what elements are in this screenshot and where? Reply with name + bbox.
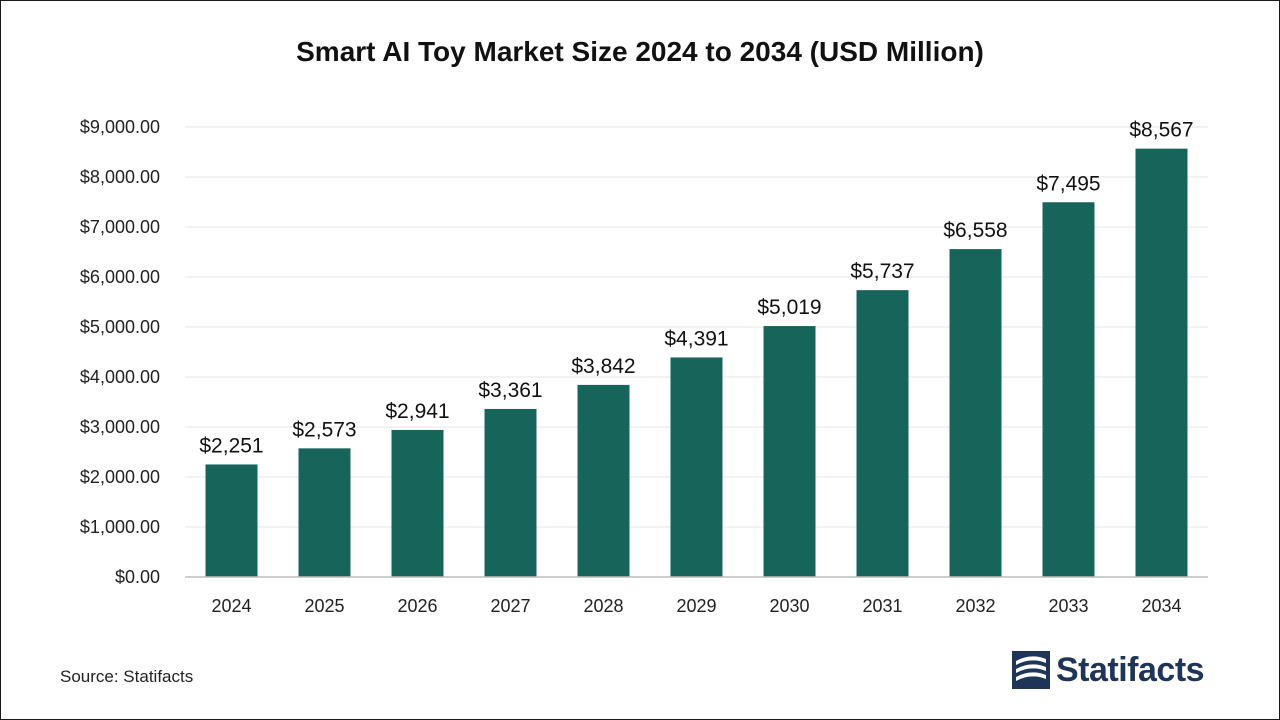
bar-2025 xyxy=(298,448,351,577)
statifacts-logo: Statifacts xyxy=(1012,650,1205,690)
y-tick-label: $4,000.00 xyxy=(80,367,160,387)
y-tick-label: $0.00 xyxy=(115,567,160,587)
y-axis-ticks: $0.00 $1,000.00 $2,000.00 $3,000.00 $4,000.0… xyxy=(80,117,160,587)
data-label-2028: $3,842 xyxy=(571,355,635,378)
y-tick-label: $3,000.00 xyxy=(80,417,160,437)
logo-text: Statifacts xyxy=(1056,650,1205,689)
data-label-2026: $2,941 xyxy=(385,400,449,423)
y-tick-label: $7,000.00 xyxy=(80,217,160,237)
statifacts-logo-icon xyxy=(1012,651,1050,689)
bar-2033 xyxy=(1042,202,1095,577)
x-tick-label: 2028 xyxy=(583,596,623,616)
x-tick-label: 2027 xyxy=(490,596,530,616)
y-tick-label: $6,000.00 xyxy=(80,267,160,287)
bars xyxy=(205,148,1188,577)
x-tick-label: 2029 xyxy=(676,596,716,616)
data-label-2024: $2,251 xyxy=(199,434,263,457)
y-tick-label: $9,000.00 xyxy=(80,117,160,137)
data-label-2030: $5,019 xyxy=(757,296,821,319)
data-label-2033: $7,495 xyxy=(1036,172,1100,195)
bar-2034 xyxy=(1135,148,1188,577)
y-tick-label: $1,000.00 xyxy=(80,517,160,537)
data-label-2032: $6,558 xyxy=(943,219,1007,242)
bar-2024 xyxy=(205,464,258,577)
bar-2027 xyxy=(484,408,537,577)
x-tick-label: 2032 xyxy=(955,596,995,616)
x-tick-label: 2031 xyxy=(862,596,902,616)
y-tick-label: $5,000.00 xyxy=(80,317,160,337)
bar-2032 xyxy=(949,249,1002,577)
x-axis-ticks: 2024 2025 2026 2027 2028 2029 2030 2031 2032 2033… xyxy=(211,596,1181,616)
bar-2030 xyxy=(763,326,816,577)
y-tick-label: $8,000.00 xyxy=(80,167,160,187)
source-note: Source: Statifacts xyxy=(60,667,194,686)
bar-2026 xyxy=(391,429,444,577)
x-tick-label: 2025 xyxy=(304,596,344,616)
bar-2028 xyxy=(577,384,630,577)
data-label-2031: $5,737 xyxy=(850,260,914,283)
x-tick-label: 2024 xyxy=(211,596,251,616)
chart-title: Smart AI Toy Market Size 2024 to 2034 (U… xyxy=(296,36,984,67)
data-label-2029: $4,391 xyxy=(664,327,728,350)
y-tick-label: $2,000.00 xyxy=(80,467,160,487)
x-tick-label: 2033 xyxy=(1048,596,1088,616)
data-label-2034: $8,567 xyxy=(1129,119,1193,142)
bar-2029 xyxy=(670,357,723,577)
x-tick-label: 2030 xyxy=(769,596,809,616)
data-label-2025: $2,573 xyxy=(292,418,356,441)
data-labels: $2,251 $2,573 $2,941 $3,361 $3,842 $4,391 $5,0… xyxy=(199,119,1193,458)
bar-2031 xyxy=(856,290,909,577)
x-tick-label: 2026 xyxy=(397,596,437,616)
data-label-2027: $3,361 xyxy=(478,379,542,402)
x-tick-label: 2034 xyxy=(1141,596,1181,616)
